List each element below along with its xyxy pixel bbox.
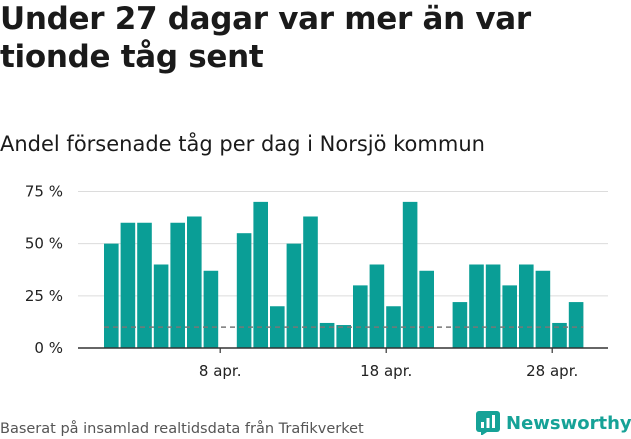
bar — [535, 270, 551, 348]
bar — [502, 285, 517, 348]
x-tick-label: 18 apr. — [360, 362, 412, 380]
bar — [120, 222, 136, 348]
y-tick-label: 25 % — [25, 287, 63, 305]
bar — [519, 264, 534, 348]
bar — [369, 264, 385, 348]
bar — [170, 222, 185, 348]
bar — [236, 233, 252, 348]
newsworthy-logo-icon — [476, 411, 500, 435]
x-tick-labels: 8 apr. 18 apr. 28 apr. — [199, 362, 578, 380]
newsworthy-brand: Newsworthy — [476, 409, 631, 437]
y-tick-label: 50 % — [25, 235, 63, 253]
bar — [153, 264, 169, 348]
chart-title: Under 27 dagar var mer än var tionde tåg… — [0, 1, 531, 75]
bar — [469, 264, 484, 348]
source-footnote: Baserat på insamlad realtidsdata från Tr… — [0, 421, 364, 437]
bars — [104, 201, 584, 348]
bar — [253, 201, 268, 348]
bar — [187, 216, 202, 348]
bar — [203, 270, 219, 348]
y-tick-labels: 0 % 25 % 50 % 75 % — [25, 182, 63, 357]
bar — [552, 322, 567, 348]
bar — [319, 322, 335, 348]
bar — [419, 270, 434, 348]
brand-name: Newsworthy — [506, 412, 631, 434]
bar — [568, 302, 584, 348]
y-tick-label: 0 % — [34, 339, 63, 357]
bar — [353, 285, 368, 348]
bar — [303, 216, 318, 348]
y-tick-label: 75 % — [25, 182, 63, 200]
bar — [104, 243, 119, 348]
bar-chart: 0 % 25 % 50 % 75 % 8 apr. 18 apr. 28 apr. — [25, 182, 608, 380]
bar — [452, 302, 468, 348]
x-tick-label: 8 apr. — [199, 362, 242, 380]
x-axis — [78, 347, 608, 353]
bar — [402, 201, 418, 348]
chart-subtitle: Andel försenade tåg per dag i Norsjö kom… — [0, 132, 485, 156]
bar — [286, 243, 302, 348]
x-tick-label: 28 apr. — [526, 362, 578, 380]
bar — [336, 325, 351, 348]
bar — [137, 222, 152, 348]
bar — [485, 264, 501, 348]
